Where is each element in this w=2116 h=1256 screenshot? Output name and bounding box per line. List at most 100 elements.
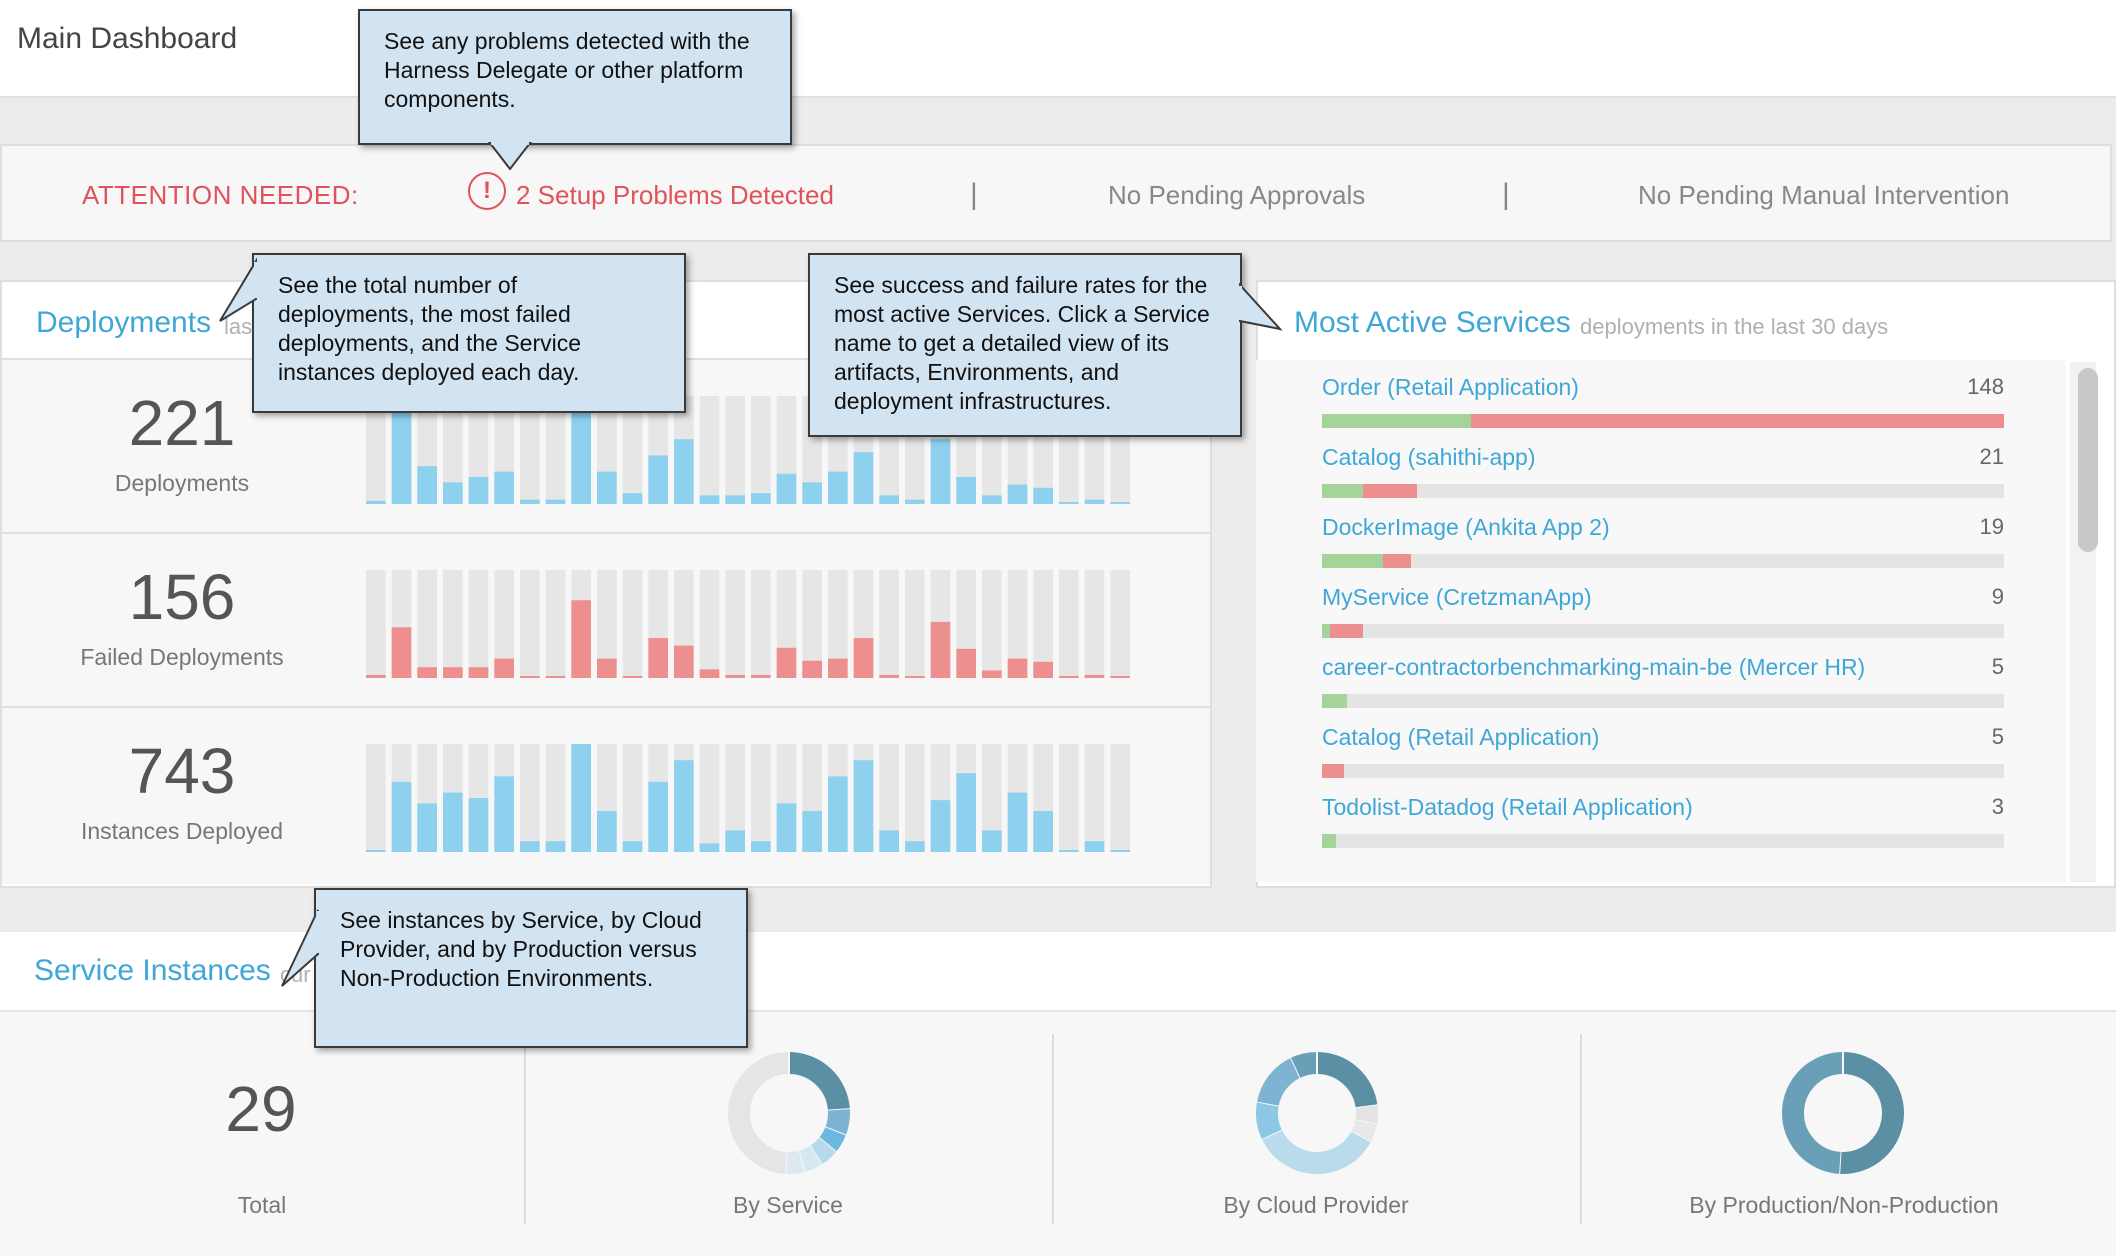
bar-background [725, 396, 745, 504]
failure-segment [1470, 414, 2004, 428]
scrollbar-thumb[interactable] [2078, 368, 2098, 552]
bar-28 [1084, 675, 1105, 678]
pending-approvals[interactable]: No Pending Approvals [1108, 180, 1366, 210]
bar-background [1007, 570, 1028, 678]
bar-14 [725, 675, 745, 678]
bar-8 [571, 744, 591, 852]
failure-segment [1362, 484, 1418, 498]
bar-background [366, 570, 386, 678]
bar-background [879, 570, 899, 678]
total-instances-label: Total [237, 1192, 287, 1218]
bar-1 [391, 627, 412, 678]
service-instances-title: Service Instances [34, 954, 271, 987]
service-name-link[interactable]: career-contractorbenchmarking-main-be (M… [1322, 654, 1866, 680]
service-name-link[interactable]: Catalog (Retail Application) [1322, 724, 1600, 750]
bar-19 [853, 760, 874, 852]
bar-background [443, 570, 463, 678]
service-deploy-count: 148 [1967, 374, 2004, 399]
bar-background [905, 570, 925, 678]
bar-11 [648, 781, 668, 852]
setup-problems-link[interactable]: 2 Setup Problems Detected [516, 180, 834, 210]
bar-19 [853, 452, 874, 504]
failure-segment [1383, 554, 1411, 568]
bar-background [468, 570, 489, 678]
bar-background [879, 744, 899, 852]
bar-background [982, 570, 1002, 678]
service-name-link[interactable]: MyService (CretzmanApp) [1322, 584, 1592, 610]
by-service-donut[interactable] [728, 1052, 850, 1174]
service-name-link[interactable]: Catalog (sahithi-app) [1322, 444, 1536, 470]
callout-services-text: See success and failure rates for the mo… [834, 272, 1210, 414]
pending-intervention[interactable]: No Pending Manual Intervention [1638, 180, 2010, 210]
by-cloud-provider-donut[interactable] [1256, 1052, 1378, 1174]
bar-4 [468, 667, 489, 678]
callout-pointer [487, 141, 533, 171]
donut-segment-6 [728, 1052, 790, 1174]
service-instances-body [0, 1010, 2116, 1256]
bar-21 [905, 499, 925, 504]
service-row: Catalog (Retail Application) 5 [1322, 724, 2004, 784]
service-deploy-count: 21 [1979, 444, 2004, 469]
bar-21 [905, 841, 925, 852]
service-deploy-count: 5 [1991, 724, 2004, 749]
service-name-link[interactable]: Order (Retail Application) [1322, 374, 1579, 400]
bar-2 [417, 667, 437, 678]
bar-22 [930, 800, 951, 852]
exclamation-circle-icon: ! [468, 172, 506, 210]
bar-background [520, 744, 540, 852]
donut-gap [1349, 1130, 1372, 1144]
bar-2 [417, 466, 437, 504]
bar-background [699, 744, 720, 852]
callout-pointer [281, 909, 320, 987]
instances-deployed-bar-chart [366, 744, 1130, 852]
by-cloud-provider-label: By Cloud Provider [1223, 1192, 1409, 1218]
bar-background [1110, 570, 1130, 678]
donut-gap [1354, 1119, 1378, 1126]
bar-4 [468, 798, 489, 852]
success-segment [1322, 694, 1347, 708]
service-row: Order (Retail Application) 148 [1322, 374, 2004, 434]
bar-3 [443, 482, 463, 504]
bar-24 [982, 670, 1002, 678]
attention-label: ATTENTION NEEDED: [82, 180, 359, 210]
bar-10 [622, 493, 643, 504]
success-segment [1322, 554, 1384, 568]
donut-gap [1354, 1104, 1378, 1110]
bar-background [751, 570, 771, 678]
bar-background [597, 570, 617, 678]
bar-background [366, 744, 386, 852]
donut-segment-5 [1257, 1057, 1301, 1107]
deployments-title: Deployments [36, 306, 212, 339]
donut-segment-1 [825, 1109, 850, 1136]
by-production-donut[interactable] [1782, 1052, 1904, 1174]
callout-deployments: See the total number of deployments, the… [219, 253, 686, 413]
divider [1052, 1034, 1054, 1224]
service-name-link[interactable]: DockerImage (Ankita App 2) [1322, 514, 1610, 540]
bar-26 [1033, 661, 1053, 678]
bar-16 [776, 473, 797, 504]
donut-segment-4 [1256, 1101, 1282, 1139]
service-row: Catalog (sahithi-app) 21 [1322, 444, 2004, 504]
bar-7 [545, 676, 566, 678]
bar-26 [1033, 487, 1053, 504]
bar-27 [1059, 502, 1079, 504]
bar-24 [982, 830, 1002, 852]
bar-background [520, 570, 540, 678]
donut-segment-6 [1291, 1052, 1318, 1078]
bar-17 [802, 660, 822, 678]
bar-23 [956, 648, 976, 678]
service-name-link[interactable]: Todolist-Datadog (Retail Application) [1322, 794, 1693, 820]
bar-background [366, 396, 386, 504]
success-segment [1322, 414, 1471, 428]
bar-background [545, 744, 566, 852]
donut-segment-5 [785, 1150, 805, 1174]
bar-29 [1110, 502, 1130, 504]
page-title: Main Dashboard [17, 22, 238, 55]
instances-deployed-label: Instances Deployed [80, 818, 283, 844]
bar-29 [1110, 676, 1130, 678]
bar-background [1110, 744, 1130, 852]
bar-17 [802, 482, 822, 504]
deployments-count: 221 [128, 387, 236, 459]
bar-5 [494, 776, 514, 852]
bar-24 [982, 495, 1002, 504]
